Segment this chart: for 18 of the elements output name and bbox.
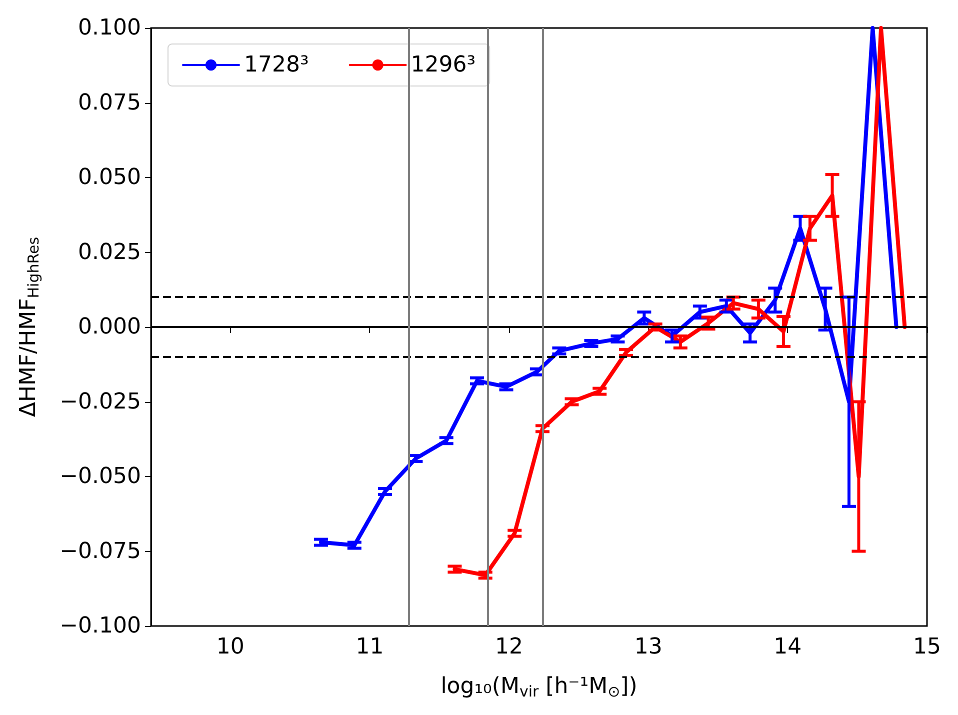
x-tick-label: 10 — [216, 634, 244, 660]
y-tick-label: −0.025 — [60, 389, 141, 414]
legend-label: 1296³ — [410, 52, 476, 78]
y-tick-label: −0.050 — [60, 464, 141, 489]
y-tick-label: 0.025 — [78, 240, 141, 265]
x-tick-label: 13 — [634, 634, 662, 660]
x-tick-label: 14 — [774, 634, 802, 660]
y-tick-label: −0.075 — [60, 538, 141, 564]
x-tick-label: 11 — [356, 634, 384, 660]
x-tick-label: 12 — [495, 634, 524, 660]
y-tick-label: 0.050 — [78, 165, 141, 190]
y-tick-label: 0.100 — [78, 16, 141, 40]
y-tick-label: −0.100 — [60, 614, 141, 638]
legend-label: 1728³ — [244, 52, 309, 78]
y-axis-title: ΔHMF/HMFHighRes — [16, 236, 42, 418]
y-tick-label: 0.075 — [78, 90, 141, 116]
y-tick-label: 0.000 — [78, 314, 141, 340]
x-tick-label: 15 — [913, 634, 941, 660]
